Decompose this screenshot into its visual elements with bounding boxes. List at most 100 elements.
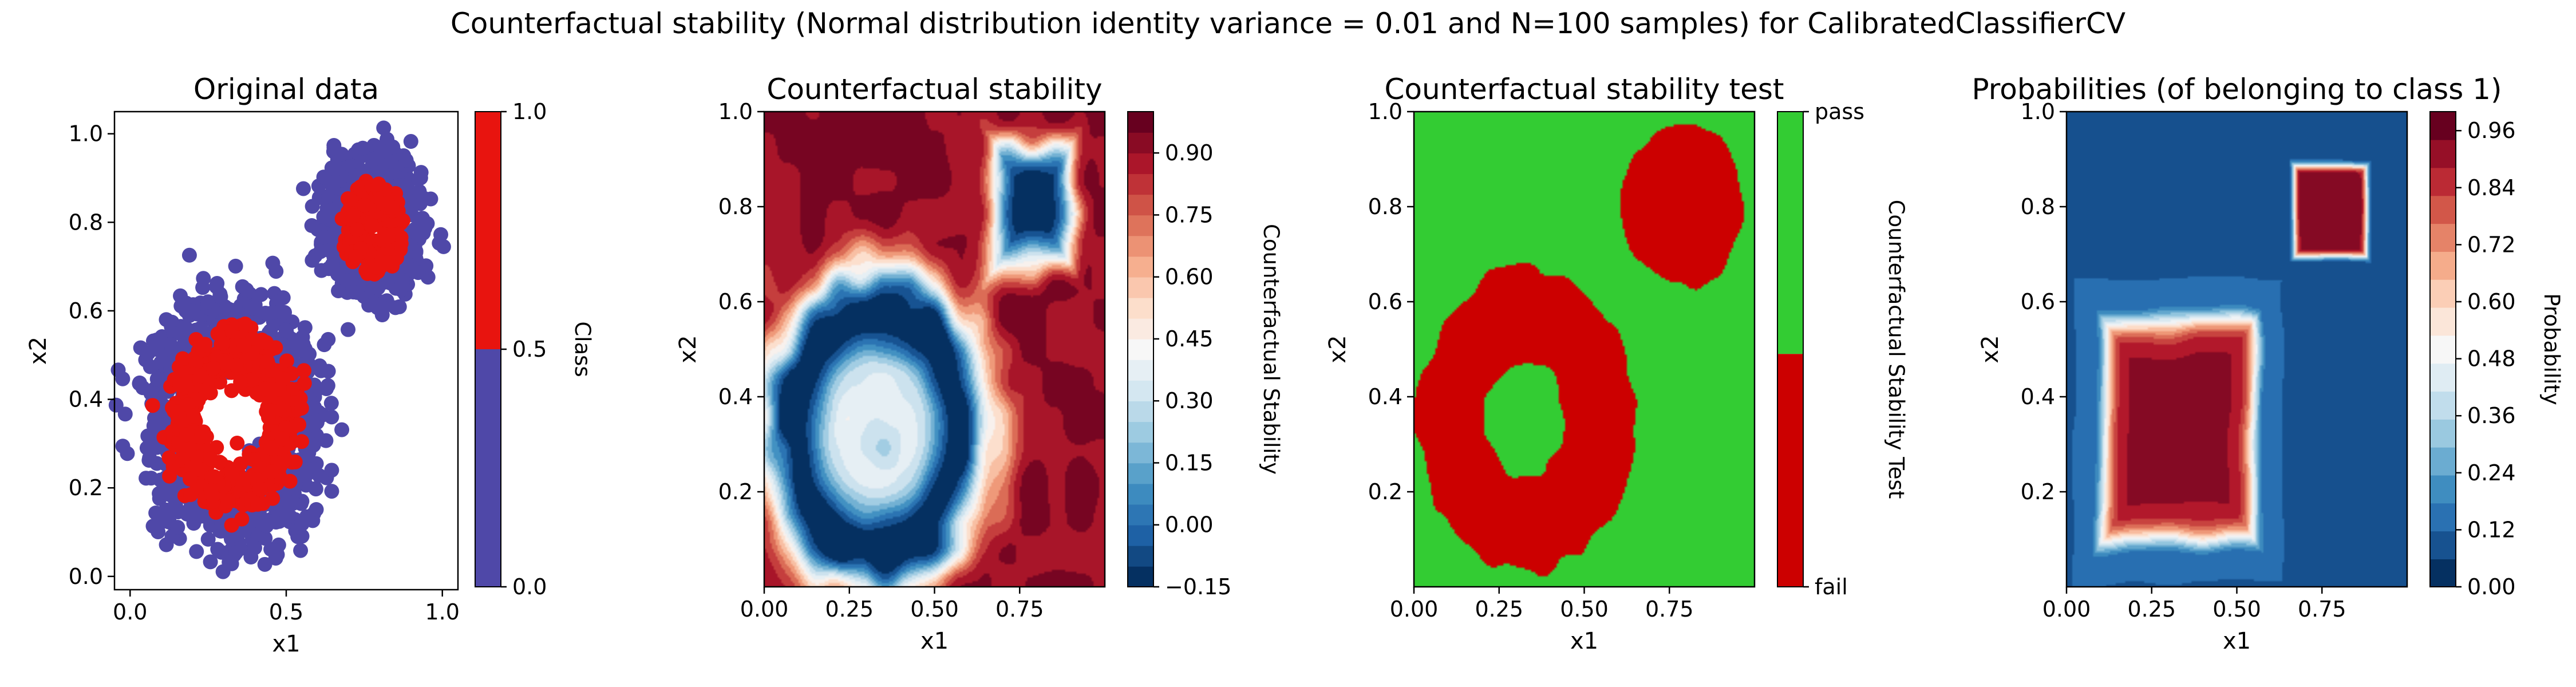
class1-point: [282, 473, 298, 489]
class0-point: [200, 294, 216, 310]
class0-point: [189, 544, 204, 559]
y-tick-label: 0.8: [2021, 194, 2055, 219]
x-tick-label: 0.25: [1475, 597, 1523, 622]
class0-point: [156, 511, 172, 527]
colorbar-band: [1128, 504, 1153, 526]
class1-point: [275, 371, 291, 386]
class1-point: [348, 249, 364, 264]
x-tick-label: 0.25: [825, 597, 874, 622]
class0-point: [432, 235, 447, 251]
class0-point: [173, 298, 189, 314]
y-tick-label: 0.2: [69, 475, 103, 500]
colorbar-tick-label: 0.15: [1165, 450, 1214, 475]
class1-point: [297, 376, 312, 391]
class1-point: [181, 397, 196, 413]
class0-point: [152, 418, 167, 433]
class0-point: [388, 300, 403, 315]
class0-point: [298, 468, 314, 483]
class0-point: [228, 258, 243, 274]
x-tick-label: 0.50: [1560, 597, 1609, 622]
colorbar-band: [1128, 132, 1153, 153]
class0-point: [326, 246, 341, 262]
colorbar-band: [2430, 279, 2456, 308]
colorbar-band: [2430, 307, 2456, 336]
y-tick-label: 0.6: [2021, 289, 2055, 314]
x-tick-label: 0.5: [269, 599, 303, 625]
y-axis-label: x2: [25, 337, 52, 365]
y-tick-label: 0.6: [69, 298, 103, 323]
x-tick-label: 0.50: [2212, 597, 2261, 622]
class1-point: [246, 452, 262, 468]
class0-point: [382, 275, 398, 291]
colorbar-label: Class: [570, 321, 595, 377]
class0-point: [370, 280, 386, 295]
class0-point: [394, 275, 410, 290]
class1-point: [230, 435, 245, 451]
class0-point: [294, 516, 310, 532]
class1-point: [258, 381, 273, 397]
class1-point: [345, 208, 361, 223]
y-tick-label: 0.2: [1368, 479, 1402, 504]
class0-point: [319, 381, 334, 396]
colorbar-band: [1128, 566, 1153, 587]
colorbar-tick-label: 0.12: [2467, 517, 2516, 542]
colorbar-tick-label: 0.00: [1165, 512, 1214, 538]
x-tick-label: 0.75: [1645, 597, 1694, 622]
class1-point: [364, 219, 380, 234]
class0-point: [346, 285, 361, 300]
y-tick-label: 0.4: [718, 384, 753, 409]
colorbar-band: [2430, 335, 2456, 364]
y-tick-label: 1.0: [2021, 99, 2055, 124]
colorbar-band: [1128, 194, 1153, 216]
class0-point: [293, 543, 309, 558]
class0-point: [375, 301, 390, 316]
colorbar-band: [1128, 545, 1153, 567]
class0-point: [257, 556, 272, 572]
colorbar-band: [1128, 442, 1153, 464]
class0-point: [311, 468, 327, 483]
y-tick-label: 1.0: [1368, 99, 1402, 124]
class1-point: [384, 200, 400, 215]
class0-point: [403, 134, 418, 149]
colorbar-band: [2430, 447, 2456, 476]
class0-point: [304, 218, 319, 234]
colorbar-band: [1128, 235, 1153, 257]
x-tick-label: 0.00: [740, 597, 789, 622]
class1-point: [197, 337, 212, 353]
class0-point: [268, 550, 283, 566]
class0-point: [325, 256, 340, 272]
colorbar-tick-label: 0.30: [1165, 388, 1214, 413]
colorbar-band: [1128, 277, 1153, 298]
class0-point: [317, 337, 332, 353]
class0-point: [268, 263, 284, 279]
class1-point: [263, 464, 279, 480]
colorbar-segment-fail: [1777, 354, 1803, 587]
class1-point: [207, 469, 222, 484]
colorbar-band: [1128, 463, 1153, 484]
class1-point: [215, 335, 231, 351]
y-tick-label: 0.4: [69, 387, 103, 412]
colorbar-band: [1128, 380, 1153, 402]
class0-point: [321, 364, 336, 379]
class0-point: [279, 323, 294, 338]
class0-point: [149, 342, 164, 357]
class1-point: [172, 377, 187, 393]
colorbar-band: [2430, 139, 2456, 168]
colorbar-label: Counterfactual Stability Test: [1884, 200, 1909, 499]
class0-point: [108, 397, 124, 413]
class0-point: [317, 230, 332, 245]
colorbar-tick-label: 0.48: [2467, 346, 2516, 372]
colorbar-tick-label: pass: [1815, 99, 1864, 124]
class0-point: [209, 279, 224, 294]
class0-point: [334, 422, 350, 437]
x-axis-label: x1: [1570, 628, 1598, 654]
class0-point: [376, 120, 392, 136]
class1-point: [234, 511, 250, 527]
class0-point: [339, 273, 354, 289]
y-tick-label: 0.0: [69, 564, 103, 589]
class1-point: [371, 176, 386, 192]
class0-point: [120, 446, 135, 461]
class0-point: [316, 169, 331, 185]
colorbar-tick-label: 0.75: [1165, 202, 1214, 227]
